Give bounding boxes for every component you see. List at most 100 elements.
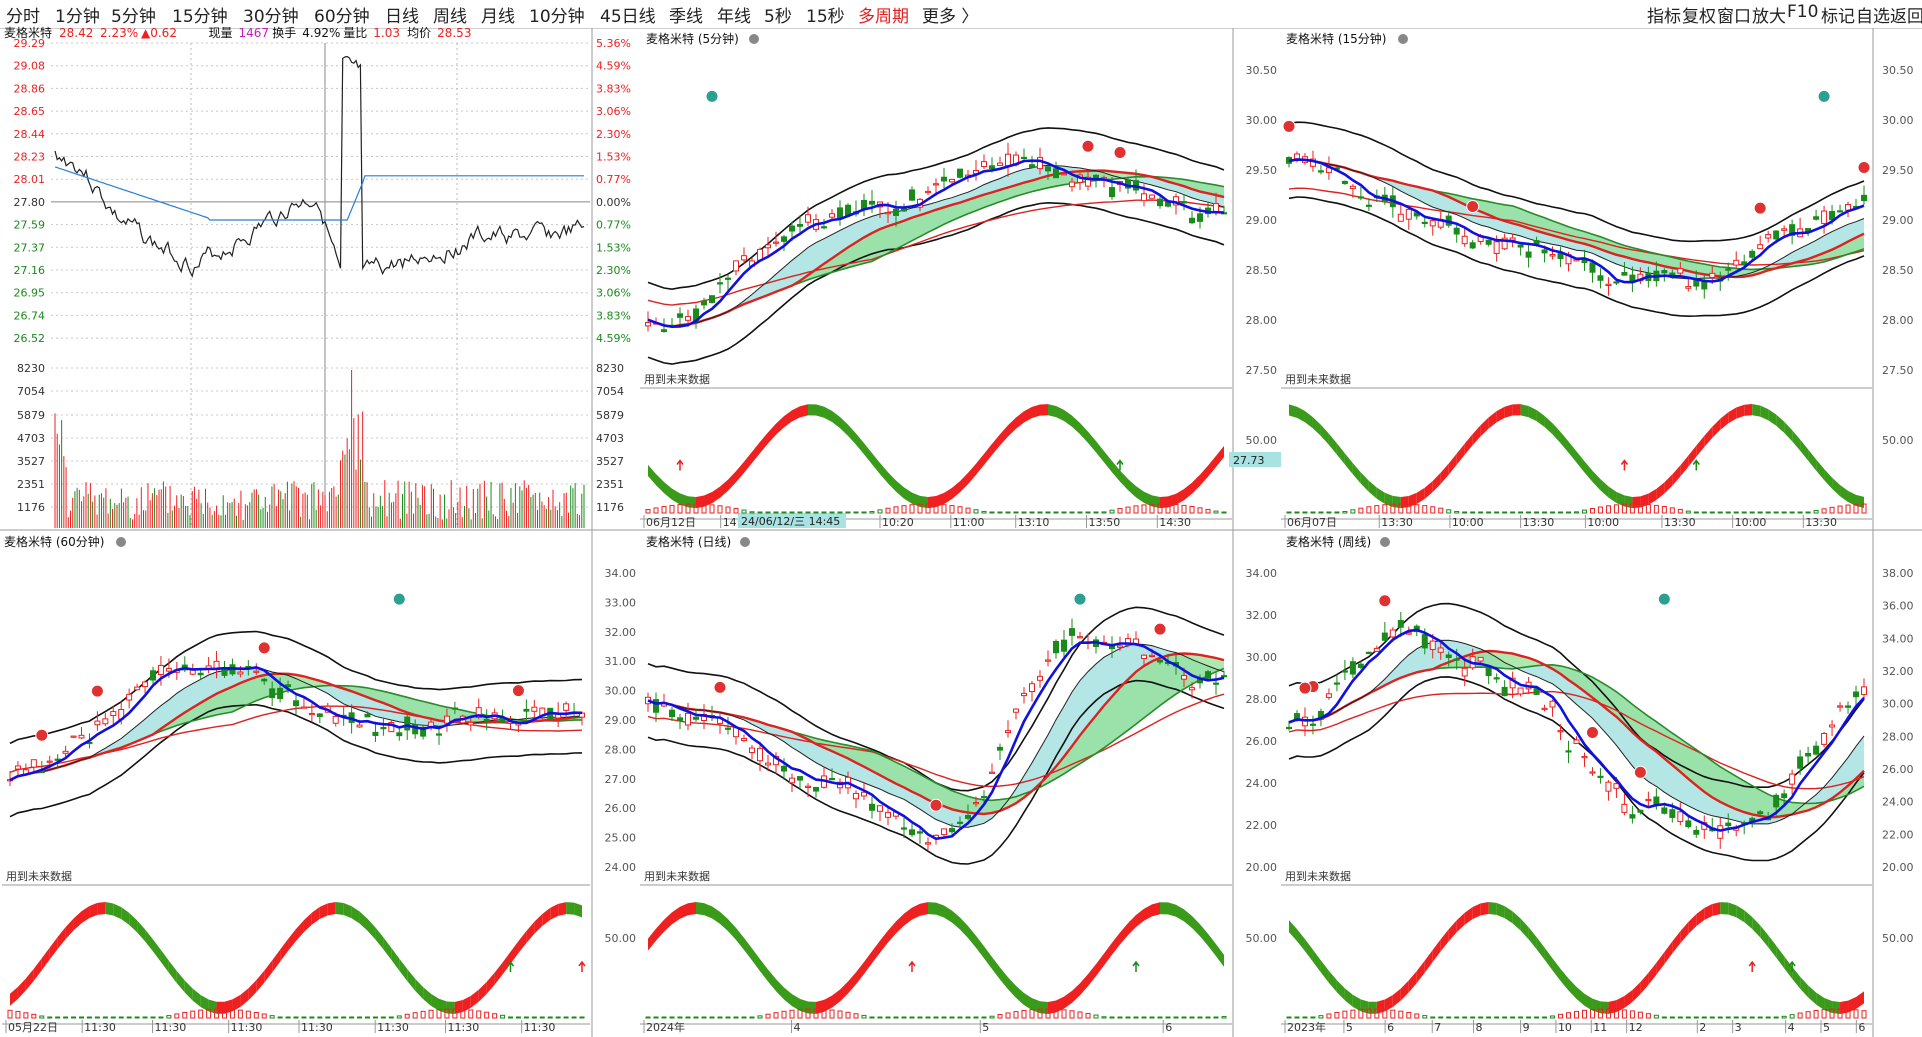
- histogram-bar: [1821, 1009, 1827, 1019]
- histogram-bar: [981, 510, 987, 514]
- y-tick-left: 30.50: [1246, 64, 1278, 77]
- candle-body: [765, 762, 771, 766]
- histogram-bar: [1502, 511, 1508, 514]
- oscillator-segment: [1304, 411, 1313, 429]
- x-label: 11: [1593, 1021, 1607, 1034]
- histogram-bar: [1310, 1016, 1316, 1019]
- candle-body: [925, 842, 931, 845]
- oscillator-segment: [1824, 468, 1833, 489]
- histogram-bar: [1677, 508, 1683, 514]
- candle-body: [1813, 216, 1820, 220]
- buy-signal-icon: [90, 684, 104, 698]
- period-tab-14[interactable]: 15秒: [806, 7, 845, 27]
- oscillator-segment: [736, 927, 744, 950]
- histogram-bar: [1221, 1016, 1227, 1019]
- ma-red: [1288, 158, 1865, 279]
- candle-body: [1517, 244, 1524, 248]
- oscillator-segment: [1472, 425, 1481, 446]
- histogram-bar: [39, 1015, 45, 1019]
- buy-signal-icon: [1378, 594, 1392, 608]
- period-tab-1[interactable]: 1分钟: [55, 7, 100, 27]
- oscillator-segment: [696, 495, 704, 509]
- candle-body: [805, 214, 811, 223]
- period-tab-13[interactable]: 5秒: [764, 7, 792, 27]
- oscillator-segment: [240, 988, 249, 1007]
- period-tab-6[interactable]: 日线: [385, 7, 419, 27]
- osc-tick-right: 50.00: [1882, 434, 1914, 447]
- oscillator-segment: [1128, 915, 1136, 936]
- oscillator-segment: [288, 929, 296, 952]
- candle-body: [1293, 153, 1300, 160]
- histogram-bar: [1510, 511, 1516, 514]
- oscillator-segment: [391, 947, 400, 971]
- histogram-bar: [1526, 1016, 1532, 1019]
- x-label: 2: [1699, 1021, 1706, 1034]
- histogram-bar: [1422, 505, 1428, 514]
- period-tab-12[interactable]: 年线: [717, 7, 751, 27]
- oscillator-segment: [1464, 907, 1473, 925]
- tool-button-4[interactable]: F10: [1787, 2, 1819, 22]
- candle-body: [989, 165, 995, 170]
- histogram-bar: [357, 1016, 363, 1019]
- candle-body: [1533, 688, 1540, 695]
- oscillator-segment: [672, 488, 680, 505]
- candle-body: [1581, 756, 1588, 759]
- period-tab-15[interactable]: 多周期: [858, 7, 909, 27]
- tool-button-1[interactable]: 复权: [1682, 7, 1716, 27]
- tool-button-7[interactable]: 返回: [1890, 7, 1922, 27]
- oscillator-segment: [1584, 461, 1593, 482]
- kline-panel-min60: 麦格米特 (60分钟) 05月22日 11:30 11:30 11:30 11:30 11:…: [2, 534, 590, 1034]
- period-tab-8[interactable]: 月线: [481, 7, 515, 27]
- oscillator-segment: [1720, 902, 1729, 915]
- period-tab-3[interactable]: 15分钟: [172, 7, 228, 27]
- oscillator-segment: [121, 907, 130, 925]
- oscillator-segment: [1744, 404, 1753, 416]
- candle-body: [332, 715, 339, 724]
- x-label: 5: [1346, 1021, 1353, 1034]
- oscillator-segment: [526, 921, 535, 943]
- oscillator-segment: [840, 981, 848, 1002]
- tool-button-5[interactable]: 标记: [1821, 7, 1855, 27]
- candle-body: [1421, 221, 1428, 224]
- histogram-bar: [1550, 511, 1556, 514]
- candle-body: [1397, 213, 1404, 222]
- candle-body: [1365, 204, 1372, 207]
- candle-body: [1405, 208, 1412, 220]
- x-label: 11:30: [84, 1021, 116, 1034]
- period-tab-4[interactable]: 30分钟: [243, 7, 299, 27]
- oscillator-segment: [1208, 455, 1216, 477]
- oscillator-segment: [1832, 1001, 1841, 1014]
- period-tab-10[interactable]: 45日线: [600, 7, 656, 27]
- oscillator-segment: [800, 998, 808, 1014]
- period-tab-5[interactable]: 60分钟: [314, 7, 370, 27]
- histogram-bar: [1302, 511, 1308, 514]
- panel-title: 麦格米特 (15分钟): [1286, 31, 1386, 46]
- oscillator-segment: [1016, 985, 1024, 1005]
- oscillator-segment: [1312, 949, 1321, 973]
- period-tab-2[interactable]: 5分钟: [111, 7, 156, 27]
- oscillator-segment: [1752, 916, 1761, 938]
- long-ma-red: [647, 199, 1225, 306]
- oscillator-segment: [280, 939, 289, 962]
- period-tab-0[interactable]: 分时: [6, 7, 40, 27]
- oscillator-segment: [41, 947, 50, 971]
- oscillator-segment: [1672, 931, 1681, 954]
- tool-button-3[interactable]: 放大: [1752, 7, 1786, 27]
- x-label: 4: [1788, 1021, 1795, 1034]
- histogram-bar: [1781, 1015, 1787, 1019]
- histogram-bar: [1621, 503, 1627, 514]
- oscillator-segment: [454, 1000, 463, 1014]
- ma-black: [1288, 159, 1865, 280]
- period-tab-11[interactable]: 季线: [669, 7, 703, 27]
- tool-button-2[interactable]: 窗口: [1717, 7, 1751, 27]
- histogram-bar: [1813, 509, 1819, 514]
- candle-body: [765, 244, 771, 249]
- period-tab-7[interactable]: 周线: [433, 7, 467, 27]
- period-tab-16[interactable]: 更多 〉: [922, 7, 979, 27]
- period-tab-9[interactable]: 10分钟: [529, 7, 585, 27]
- histogram-bar: [1805, 511, 1811, 514]
- y-tick-right: 36.00: [1882, 600, 1914, 613]
- tool-button-0[interactable]: 指标: [1647, 7, 1681, 27]
- histogram-bar: [677, 504, 683, 514]
- tool-button-6[interactable]: 自选: [1856, 7, 1890, 27]
